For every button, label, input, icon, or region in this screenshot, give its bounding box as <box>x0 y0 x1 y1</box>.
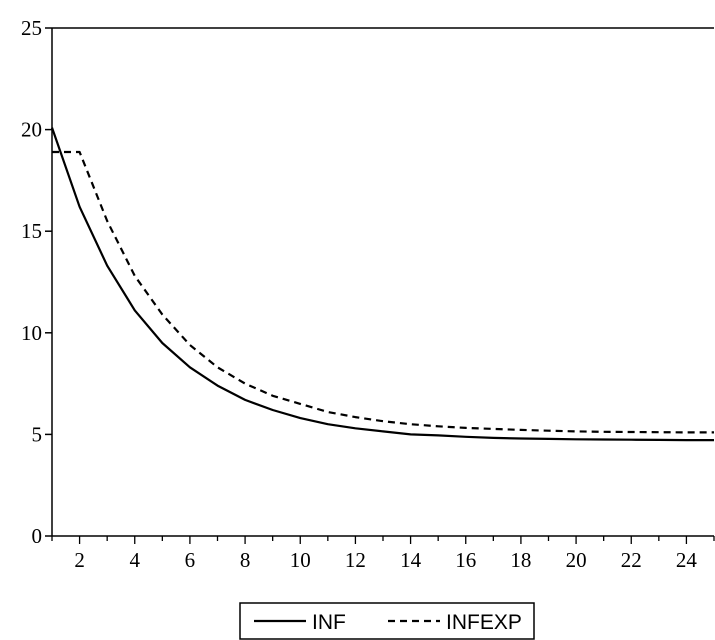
series-layer <box>50 127 714 442</box>
x-tick-label: 18 <box>510 548 531 572</box>
x-tick-label: 2 <box>74 548 85 572</box>
x-tick-label: 24 <box>676 548 698 572</box>
x-tick-label: 4 <box>130 548 141 572</box>
legend-label-inf: INF <box>312 611 346 634</box>
x-tick-label: 10 <box>290 548 311 572</box>
y-tick-label: 0 <box>32 524 43 548</box>
y-tick-label: 5 <box>32 422 43 446</box>
legend: INF INFEXP <box>239 602 535 640</box>
y-tick-label: 20 <box>21 118 42 142</box>
x-tick-label: 8 <box>240 548 251 572</box>
y-tick-label: 10 <box>21 321 42 345</box>
y-tick-label: 25 <box>21 16 42 40</box>
x-tick-label: 12 <box>345 548 366 572</box>
x-tick-label: 22 <box>621 548 642 572</box>
x-tick-label: 20 <box>566 548 587 572</box>
y-tick-label: 15 <box>21 219 42 243</box>
legend-label-infexp: INFEXP <box>446 611 522 634</box>
plot-frame <box>51 27 714 537</box>
series-line-inf <box>50 127 714 442</box>
series-line-infexp <box>52 150 714 434</box>
x-tick-label: 16 <box>455 548 476 572</box>
x-axis: 2 4 6 8 10 12 14 16 18 20 22 24 <box>51 536 715 572</box>
x-tick-label: 6 <box>185 548 196 572</box>
x-tick-label: 14 <box>400 548 422 572</box>
y-axis: 0 5 10 15 20 25 <box>21 16 52 548</box>
